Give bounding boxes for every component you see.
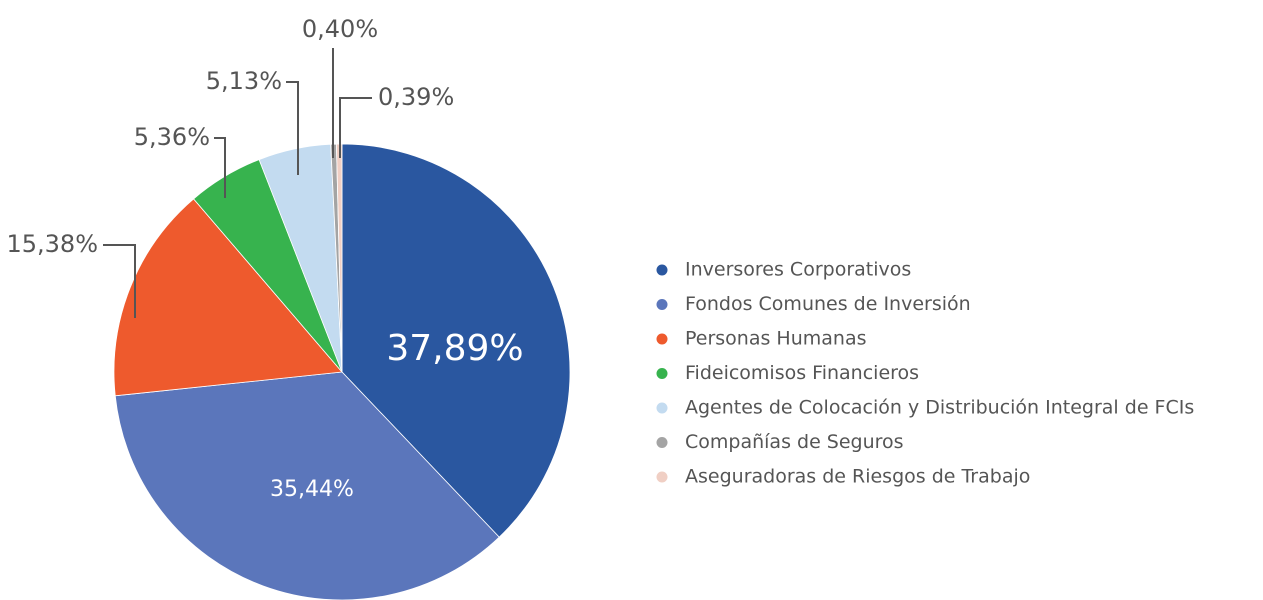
legend-label: Personas Humanas — [685, 328, 867, 350]
legend-label: Aseguradoras de Riesgos de Trabajo — [685, 466, 1030, 488]
leader-line — [103, 244, 136, 318]
legend-marker — [656, 368, 668, 379]
legend-marker — [656, 402, 668, 414]
pie-slice — [113, 198, 343, 397]
legend-label: Inversores Corporativos — [685, 259, 911, 281]
legend-label: Agentes de Colocación y Distribución Int… — [685, 397, 1194, 419]
data-label: 0,39% — [378, 83, 454, 111]
data-label: 5,36% — [134, 123, 210, 151]
data-label: 37,89% — [386, 328, 523, 369]
pie-slice — [341, 143, 571, 538]
legend-label: Fondos Comunes de Inversión — [685, 293, 971, 315]
legend-marker — [656, 333, 668, 345]
legend-label: Compañías de Seguros — [685, 431, 904, 453]
leader-line — [214, 137, 226, 198]
leader-line — [339, 97, 372, 158]
legend-marker — [656, 264, 668, 276]
data-label: 0,40% — [302, 15, 378, 43]
pie-slice — [114, 371, 500, 600]
leader-line — [286, 81, 299, 175]
legend-marker — [656, 437, 668, 448]
legend-marker — [656, 299, 668, 310]
legend-marker — [656, 471, 668, 483]
legend-label: Fideicomisos Financieros — [685, 362, 919, 384]
data-label: 5,13% — [206, 67, 282, 95]
data-label: 15,38% — [6, 230, 98, 258]
data-label: 35,44% — [270, 477, 354, 502]
